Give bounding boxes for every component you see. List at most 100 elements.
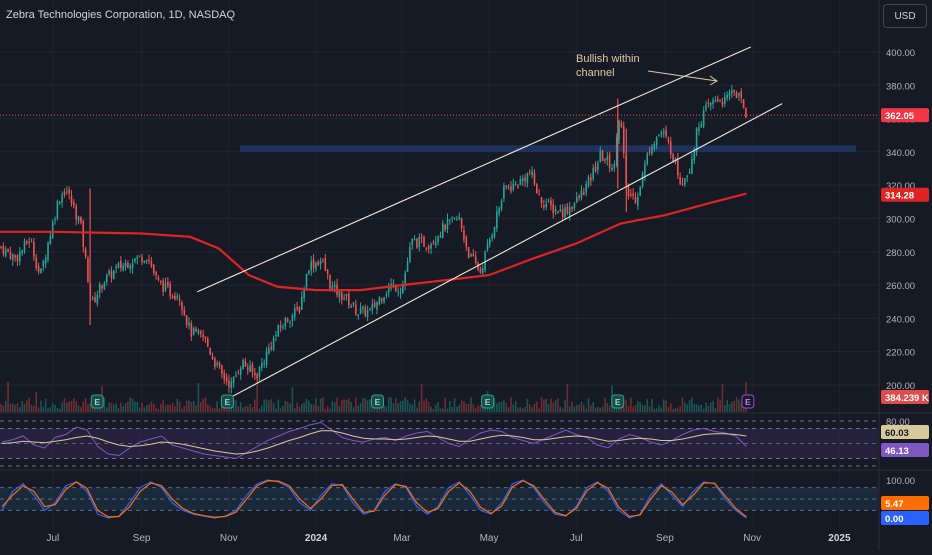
volume-bar xyxy=(174,406,176,412)
volume-bar xyxy=(512,404,515,412)
volume-bar xyxy=(721,383,724,412)
candle-body xyxy=(580,190,583,198)
candle-body xyxy=(310,261,312,271)
candle-body xyxy=(693,149,696,161)
support-zone xyxy=(240,145,856,152)
x-tick-label: Sep xyxy=(133,533,151,544)
candle-body xyxy=(214,358,216,368)
candle-body xyxy=(293,308,296,317)
candle-body xyxy=(677,158,679,176)
candle-body xyxy=(503,185,505,199)
candle-body xyxy=(359,308,362,314)
candle-body xyxy=(442,223,444,238)
volume-bar xyxy=(343,399,345,412)
candle-body xyxy=(164,283,167,291)
candle-body xyxy=(392,283,395,285)
volume-bar xyxy=(80,406,82,412)
candle-body xyxy=(484,252,486,271)
volume-bar xyxy=(665,400,667,412)
volume-bar xyxy=(385,406,388,412)
volume-bar xyxy=(35,391,38,412)
candle-body xyxy=(110,271,113,279)
volume-bar xyxy=(536,401,538,412)
volume-bar xyxy=(402,400,404,412)
candle-body xyxy=(152,264,155,273)
candle-body xyxy=(56,201,59,219)
volume-bar xyxy=(615,405,618,412)
volume-bar xyxy=(103,397,106,412)
volume-bar xyxy=(326,406,329,412)
earnings-marker: E xyxy=(371,394,385,409)
volume-bar xyxy=(496,403,498,412)
volume-bar xyxy=(214,408,216,412)
volume-bar xyxy=(472,403,475,412)
candle-body xyxy=(275,335,277,337)
candle-body xyxy=(648,151,651,153)
volume-bar xyxy=(474,408,477,412)
volume-bar xyxy=(84,398,87,412)
volume-bar xyxy=(686,404,688,412)
candle-body xyxy=(120,260,122,269)
volume-bar xyxy=(21,400,23,412)
volume-bar xyxy=(660,407,663,412)
candle-body xyxy=(221,365,223,374)
volume-bar xyxy=(277,399,280,412)
volume-bar xyxy=(366,400,369,412)
volume-bar xyxy=(604,397,606,412)
candle-body xyxy=(385,294,388,296)
volume-bar xyxy=(453,398,456,412)
candle-body xyxy=(155,271,157,276)
candle-body xyxy=(134,258,136,262)
candle-body xyxy=(573,203,576,209)
volume-bar xyxy=(658,405,660,412)
earnings-marker: E xyxy=(220,394,234,409)
candle-body xyxy=(712,99,714,104)
candle-body xyxy=(242,360,244,370)
volume-bar xyxy=(322,397,324,412)
symbol-title: Zebra Technologies Corporation, 1D, NASD… xyxy=(6,9,236,21)
candle-body xyxy=(686,175,688,177)
candle-body xyxy=(188,322,190,326)
candle-body xyxy=(326,269,329,274)
volume-bar xyxy=(33,405,35,412)
currency-button[interactable]: USD xyxy=(883,4,927,28)
candle-body xyxy=(470,253,472,257)
volume-bar xyxy=(714,408,717,412)
volume-bar xyxy=(2,405,5,412)
volume-bar xyxy=(96,406,99,412)
volume-bar xyxy=(336,397,338,412)
volume-bar xyxy=(695,404,698,412)
volume-bar xyxy=(716,397,719,412)
volume-bar xyxy=(333,402,336,412)
candle-body xyxy=(108,270,110,275)
volume-bar xyxy=(437,401,439,412)
candle-body xyxy=(463,230,465,240)
volume-bar xyxy=(423,400,425,412)
volume-bar xyxy=(228,405,230,412)
candle-body xyxy=(369,308,371,310)
volume-bar xyxy=(700,404,703,412)
candle-body xyxy=(322,259,324,261)
candle-body xyxy=(103,283,106,290)
candle-body xyxy=(655,137,658,146)
candle-body xyxy=(467,247,470,259)
volume-bar xyxy=(712,400,714,412)
candle-body xyxy=(254,372,256,376)
candle-body xyxy=(550,200,552,206)
volume-bar xyxy=(517,407,519,412)
volume-bar xyxy=(540,397,543,412)
candle-body xyxy=(117,263,120,268)
candle-body xyxy=(395,285,397,292)
candle-body xyxy=(176,296,179,299)
volume-bar xyxy=(387,397,390,412)
volume-bar xyxy=(268,400,270,412)
candle-body xyxy=(420,236,423,238)
y-tick-label: 220.00 xyxy=(886,348,915,359)
earnings-badge xyxy=(90,394,104,409)
volume-bar xyxy=(312,404,315,412)
candle-body xyxy=(571,206,573,210)
annotation-arrow xyxy=(647,70,718,86)
candle-body xyxy=(716,98,719,102)
